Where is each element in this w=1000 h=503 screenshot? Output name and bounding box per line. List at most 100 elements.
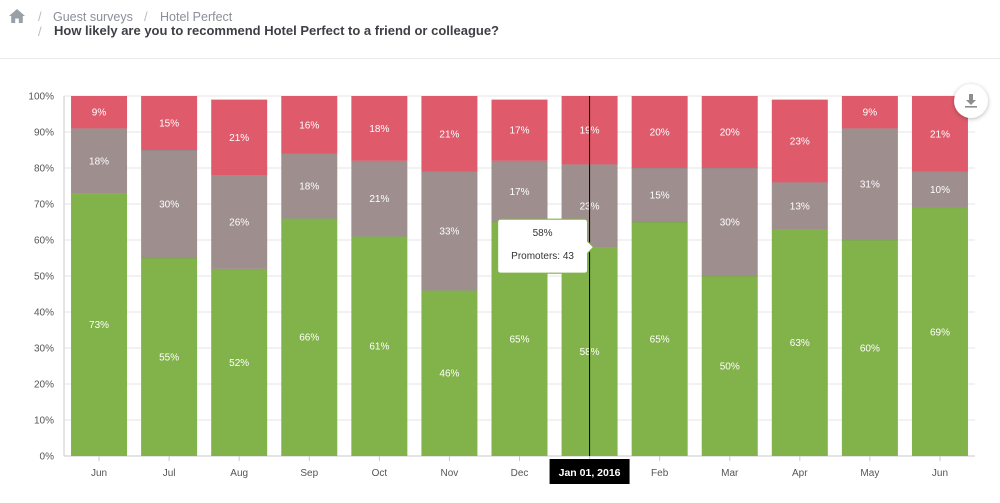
page-header: / Guest surveys / Hotel Perfect / How li… xyxy=(0,0,1000,59)
data-label: 23% xyxy=(790,137,810,148)
data-label: 69% xyxy=(930,327,950,338)
bar-detractors-segment xyxy=(631,96,688,168)
breadcrumb-hotel-perfect[interactable]: Hotel Perfect xyxy=(160,10,233,24)
x-tick-label: Mar xyxy=(721,468,739,479)
x-tick-label: Jun xyxy=(91,468,107,479)
bar-detractors-segment xyxy=(351,96,408,161)
x-tick-label: Apr xyxy=(792,468,808,479)
x-tick-label: Nov xyxy=(441,468,459,479)
data-label: 50% xyxy=(720,362,740,373)
data-label: 52% xyxy=(229,358,249,369)
home-icon[interactable] xyxy=(8,8,26,24)
data-label: 18% xyxy=(299,182,319,193)
tooltip-text: Promoters: 43 xyxy=(511,251,574,262)
x-tick-label: Sep xyxy=(300,468,318,479)
data-label: 66% xyxy=(299,333,319,344)
data-label: 26% xyxy=(229,218,249,229)
bar-promoters-segment xyxy=(71,193,128,456)
crosshair-label: Jan 01, 2016 xyxy=(559,467,621,479)
bar-promoters-segment xyxy=(351,236,408,456)
breadcrumb-guest-surveys[interactable]: Guest surveys xyxy=(53,10,133,24)
data-label: 65% xyxy=(509,335,529,346)
data-label: 30% xyxy=(720,218,740,229)
crosshair-label-box xyxy=(549,459,630,484)
download-icon xyxy=(965,94,977,108)
x-tick-label: Aug xyxy=(230,468,248,479)
y-tick-label: 10% xyxy=(34,416,54,427)
data-label: 18% xyxy=(369,124,389,135)
data-label: 21% xyxy=(439,129,459,140)
bar-passives-segment xyxy=(771,182,828,230)
data-label: 31% xyxy=(860,180,880,191)
data-label: 13% xyxy=(790,201,810,212)
bar-passives-segment xyxy=(701,168,758,276)
bar-passives-segment xyxy=(911,171,968,208)
download-button[interactable] xyxy=(954,84,988,118)
breadcrumb-separator: / xyxy=(38,24,42,39)
x-tick-label: Oct xyxy=(372,468,388,479)
bar-passives-segment xyxy=(841,128,898,240)
bar-promoters-segment xyxy=(701,276,758,456)
y-tick-label: 30% xyxy=(34,344,54,355)
bar-detractors-segment xyxy=(281,96,338,154)
bar-promoters-segment xyxy=(421,290,478,456)
bar-detractors-segment xyxy=(841,96,898,129)
bar-passives-segment xyxy=(351,160,408,237)
bar-promoters-segment xyxy=(141,258,198,456)
data-label: 30% xyxy=(159,200,179,211)
bar-promoters-segment xyxy=(281,218,338,456)
x-tick-label: May xyxy=(860,468,879,479)
bar-promoters-segment xyxy=(911,207,968,456)
data-label: 61% xyxy=(369,342,389,353)
data-label: 63% xyxy=(790,338,810,349)
bar-passives-segment xyxy=(211,175,268,269)
tooltip-value: 58% xyxy=(533,228,553,239)
data-label: 60% xyxy=(860,344,880,355)
y-tick-label: 80% xyxy=(34,164,54,175)
bar-detractors-segment xyxy=(491,99,548,161)
y-tick-label: 70% xyxy=(34,200,54,211)
data-label: 15% xyxy=(159,119,179,130)
x-tick-label: Dec xyxy=(511,468,529,479)
bar-passives-segment xyxy=(281,153,338,219)
data-label: 16% xyxy=(299,120,319,131)
data-label: 18% xyxy=(89,156,109,167)
data-label: 9% xyxy=(92,108,107,119)
data-label: 10% xyxy=(930,185,950,196)
data-label: 33% xyxy=(439,227,459,238)
bar-passives-segment xyxy=(71,128,128,194)
y-tick-label: 0% xyxy=(40,452,55,463)
bar-detractors-segment xyxy=(211,99,268,176)
data-label: 20% xyxy=(650,128,670,139)
bar-promoters-segment xyxy=(211,268,268,456)
data-label: 15% xyxy=(650,191,670,202)
x-tick-label: Jun xyxy=(932,468,948,479)
data-label: 46% xyxy=(439,369,459,380)
y-tick-label: 60% xyxy=(34,236,54,247)
y-tick-label: 20% xyxy=(34,380,54,391)
data-label: 55% xyxy=(159,353,179,364)
y-tick-label: 50% xyxy=(34,272,54,283)
data-label: 21% xyxy=(369,194,389,205)
page-title: How likely are you to recommend Hotel Pe… xyxy=(54,23,499,38)
bar-detractors-segment xyxy=(421,96,478,172)
bar-promoters-segment xyxy=(631,222,688,456)
bar-promoters-segment xyxy=(841,240,898,456)
bar-passives-segment xyxy=(421,171,478,291)
bar-passives-segment xyxy=(141,150,198,258)
data-label: 21% xyxy=(930,129,950,140)
bar-detractors-segment xyxy=(141,96,198,150)
data-label: 17% xyxy=(509,187,529,198)
bar-passives-segment xyxy=(631,168,688,222)
bar-detractors-segment xyxy=(701,96,758,168)
bar-passives-segment xyxy=(491,160,548,222)
breadcrumb-separator: / xyxy=(144,9,148,24)
x-tick-label: Feb xyxy=(651,468,669,479)
data-label: 21% xyxy=(229,133,249,144)
data-label: 17% xyxy=(509,126,529,137)
data-label: 20% xyxy=(720,128,740,139)
y-tick-label: 90% xyxy=(34,128,54,139)
bar-detractors-segment xyxy=(71,96,128,129)
x-tick-label: Jul xyxy=(163,468,176,479)
